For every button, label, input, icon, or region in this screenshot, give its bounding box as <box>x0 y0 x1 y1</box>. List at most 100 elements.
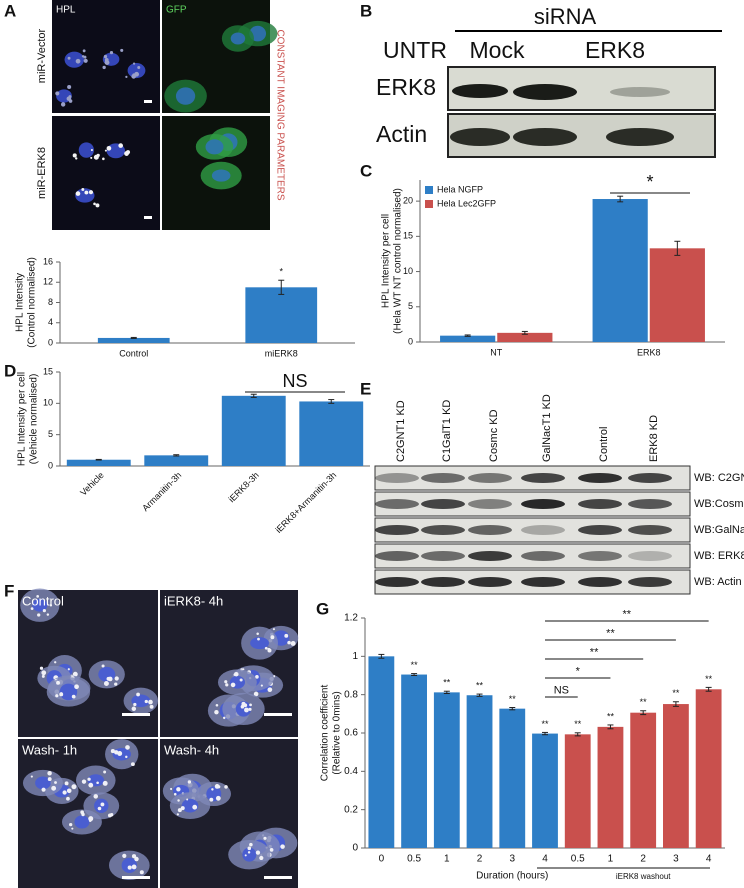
puncta <box>209 797 214 802</box>
blot-band <box>452 84 508 98</box>
significance: * <box>279 267 283 277</box>
bar <box>401 674 427 848</box>
puncta <box>290 641 296 646</box>
puncta <box>81 187 85 191</box>
puncta <box>230 682 236 688</box>
puncta <box>107 813 112 818</box>
puncta <box>95 203 100 208</box>
blot-row-label: WB:Cosmc <box>694 498 744 510</box>
puncta <box>67 668 70 671</box>
bar <box>245 287 318 343</box>
puncta <box>139 870 144 875</box>
puncta <box>103 770 107 774</box>
puncta <box>81 55 85 58</box>
y-tick-label: 5 <box>48 429 53 439</box>
significance: ** <box>476 680 484 690</box>
puncta <box>248 707 252 711</box>
puncta <box>41 787 46 792</box>
nucleus <box>32 598 48 612</box>
bar <box>66 459 131 466</box>
puncta <box>104 149 107 152</box>
puncta <box>67 56 71 60</box>
puncta <box>243 703 248 708</box>
x-tick-label: ERK8 <box>637 347 661 357</box>
lane-label: C1GalT1 KD <box>441 400 453 462</box>
y-axis-label: (Relative to 0mins) <box>332 691 343 774</box>
puncta <box>249 842 253 847</box>
comparison-label: * <box>646 172 653 192</box>
puncta <box>88 782 94 788</box>
puncta <box>59 692 64 697</box>
x-tick-label: 2 <box>640 854 646 865</box>
blot-band <box>628 577 672 587</box>
y-tick-label: 15 <box>43 366 53 376</box>
puncta <box>46 613 50 616</box>
puncta <box>247 846 252 851</box>
puncta <box>54 781 57 784</box>
puncta <box>67 84 72 90</box>
comparison-label: NS <box>554 684 569 696</box>
x-tick-label: iERK8-3h <box>227 470 261 504</box>
side-note: CONSTANT IMAGING PARAMETERS <box>274 29 285 200</box>
legend-swatch <box>425 186 433 194</box>
puncta <box>107 676 113 682</box>
scale-bar <box>122 876 150 879</box>
puncta <box>90 148 93 152</box>
nucleus <box>78 142 94 158</box>
y-tick-label: 1 <box>352 651 358 662</box>
nucleus <box>175 87 196 105</box>
x-tick-label: 1 <box>444 854 450 865</box>
puncta <box>36 595 40 598</box>
x-axis-sublabel: iERK8 washout <box>616 872 671 881</box>
puncta <box>118 143 124 148</box>
blot-band <box>628 525 672 535</box>
blot-band <box>521 473 565 483</box>
blot-row-label: WB: ERK8 <box>694 550 744 562</box>
y-tick-label: 10 <box>403 266 413 276</box>
x-tick-label: 0.5 <box>571 854 585 865</box>
puncta <box>133 702 137 707</box>
comparison-label: * <box>576 665 581 677</box>
scale-bar <box>264 713 292 716</box>
puncta <box>109 50 114 55</box>
puncta <box>96 781 99 785</box>
puncta <box>69 823 73 827</box>
blot-band <box>421 551 465 561</box>
puncta <box>102 157 105 161</box>
puncta <box>75 191 81 196</box>
puncta <box>131 706 137 712</box>
puncta <box>127 865 132 870</box>
significance: ** <box>509 694 517 704</box>
blot-band <box>521 525 565 535</box>
puncta <box>253 691 259 697</box>
lane-label: Control <box>598 427 610 462</box>
puncta <box>41 674 45 678</box>
panel-label: B <box>360 1 372 20</box>
lane-label: C2GNT1 KD <box>395 400 407 462</box>
puncta <box>225 683 229 687</box>
puncta <box>267 687 273 693</box>
blot-band <box>513 128 577 146</box>
puncta <box>114 676 119 681</box>
puncta <box>256 632 259 636</box>
puncta <box>176 787 181 792</box>
puncta <box>93 202 96 206</box>
nucleus <box>127 62 146 79</box>
puncta <box>148 699 153 705</box>
puncta <box>41 670 47 676</box>
legend-swatch <box>425 200 433 208</box>
y-tick-label: 0.2 <box>344 804 358 815</box>
puncta <box>117 751 123 756</box>
significance: ** <box>541 719 549 729</box>
blot-band <box>521 499 565 509</box>
puncta <box>125 755 128 759</box>
puncta <box>249 703 252 707</box>
x-tick-label: 4 <box>706 854 712 865</box>
blot-band <box>468 577 512 587</box>
bar <box>695 689 722 848</box>
puncta <box>47 771 52 776</box>
blot-band <box>628 499 672 509</box>
blot-band <box>578 473 622 483</box>
puncta <box>186 798 189 801</box>
blot-band <box>521 551 565 561</box>
